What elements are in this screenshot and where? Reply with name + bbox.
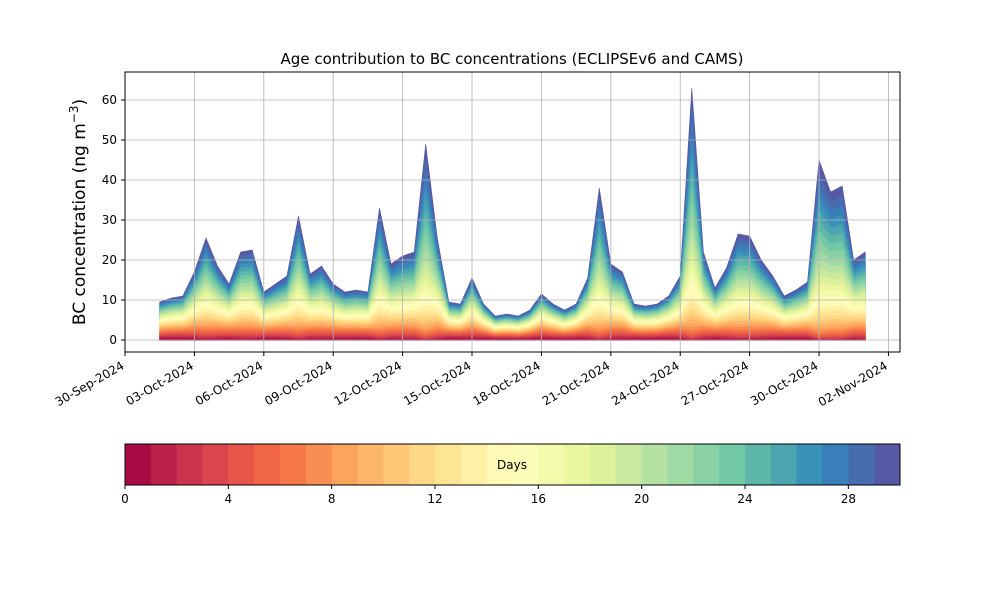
colorbar-bin [331,444,358,485]
colorbar-bin [796,444,823,485]
x-tick-label: 15-Oct-2024 [401,358,473,408]
colorbar-tick-label: 28 [841,492,856,506]
colorbar-tick-label: 0 [121,492,129,506]
x-tick-label: 30-Oct-2024 [748,358,820,408]
colorbar-bin [409,444,436,485]
colorbar-tick-label: 4 [225,492,233,506]
plot-frame [124,71,901,353]
x-tick-label: 24-Oct-2024 [609,358,681,408]
colorbar-bin [486,444,513,485]
colorbar-tick-label: 16 [531,492,546,506]
y-axis-label-main: BC concentration (ng m [70,123,90,325]
colorbar-bin [228,444,255,485]
colorbar-bin [383,444,410,485]
y-tick-label: 10 [102,293,117,307]
plot-area: 0 10 20 30 40 50 60 30-Sep-202403-Oct-202406-O… [53,71,901,409]
colorbar-tick-label: 8 [328,492,336,506]
colorbar-bin [641,444,668,485]
colorbar-bin [125,444,152,485]
colorbar-bin [435,444,462,485]
colorbar-bin [667,444,694,485]
stacked-age-areas [159,87,866,341]
colorbar-tick-label: 12 [427,492,442,506]
colorbar-bin [874,444,901,485]
colorbar: Days 0 4 8 12 16 20 24 28 [121,443,901,506]
x-axis-ticks: 30-Sep-202403-Oct-202406-Oct-202409-Oct-… [53,352,890,409]
colorbar-bin [538,444,565,485]
colorbar-bin [590,444,617,485]
colorbar-bin [357,444,384,485]
colorbar-label: Days [497,458,527,472]
colorbar-bin [719,444,746,485]
colorbar-bin [848,444,875,485]
colorbar-frame [124,443,901,486]
y-axis-label: BC concentration (ng m−3) [67,99,90,325]
x-tick-label: 27-Oct-2024 [679,358,751,408]
grid-lines [124,72,900,352]
x-tick-label: 09-Oct-2024 [262,358,334,408]
colorbar-bin [280,444,307,485]
colorbar-bin [202,444,229,485]
chart-title: Age contribution to BC concentrations (E… [281,50,744,68]
y-tick-label: 0 [109,333,117,347]
colorbar-bin [512,444,539,485]
x-tick-label: 18-Oct-2024 [470,358,542,408]
y-tick-label: 40 [102,173,117,187]
y-axis-label-close: ) [70,99,90,106]
colorbar-tick-label: 20 [634,492,649,506]
x-tick-label: 02-Nov-2024 [816,358,890,409]
colorbar-bin [176,444,203,485]
colorbar-tick-label: 24 [737,492,752,506]
colorbar-bin [822,444,849,485]
colorbar-bin [770,444,798,485]
x-tick-label: 30-Sep-2024 [53,358,127,409]
y-tick-label: 20 [102,253,117,267]
colorbar-bin [305,444,333,485]
y-tick-label: 30 [102,213,117,227]
colorbar-bin [150,444,178,485]
y-tick-label: 50 [102,133,117,147]
y-tick-label: 60 [102,93,117,107]
colorbar-bin [564,444,591,485]
y-axis-label-superscript: −3 [67,105,81,123]
colorbar-bin [460,444,488,485]
colorbar-bin [693,444,720,485]
colorbar-bin [254,444,281,485]
x-tick-label: 03-Oct-2024 [123,358,195,408]
x-tick-label: 21-Oct-2024 [540,358,612,408]
x-tick-label: 06-Oct-2024 [193,358,265,408]
colorbar-bin [615,444,643,485]
y-axis-ticks: 0 10 20 30 40 50 60 [102,93,125,347]
colorbar-bin [745,444,772,485]
colorbar-ticks: 0 4 8 12 16 20 24 28 [121,485,856,506]
x-tick-label: 12-Oct-2024 [332,358,404,408]
colorbar-bins [125,444,901,485]
